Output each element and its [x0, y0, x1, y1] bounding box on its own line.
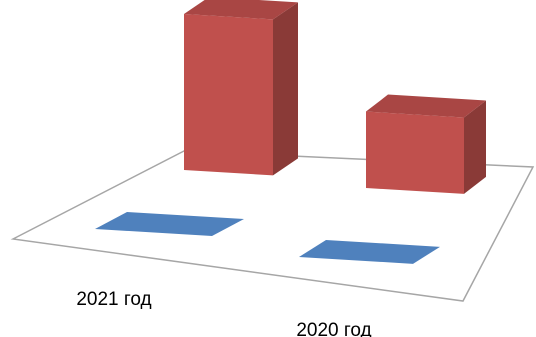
bar-s1-2020-год-top — [366, 94, 486, 118]
bars-group — [95, 0, 486, 264]
bar-s1-2021-год-side — [273, 2, 298, 176]
category-label-2021: 2021 год — [76, 289, 151, 310]
bar-s0-2020-год-flat — [299, 240, 440, 264]
bar-s1-2020-год-front — [366, 111, 464, 194]
bar-s1-2021-год-top — [184, 0, 298, 20]
bar-s1-2021-год-front — [184, 14, 273, 176]
bar-s0-2021-год-flat — [95, 212, 244, 237]
category-label-2020: 2020 год — [296, 320, 371, 337]
bar-s1-2020-год-side — [464, 100, 486, 194]
